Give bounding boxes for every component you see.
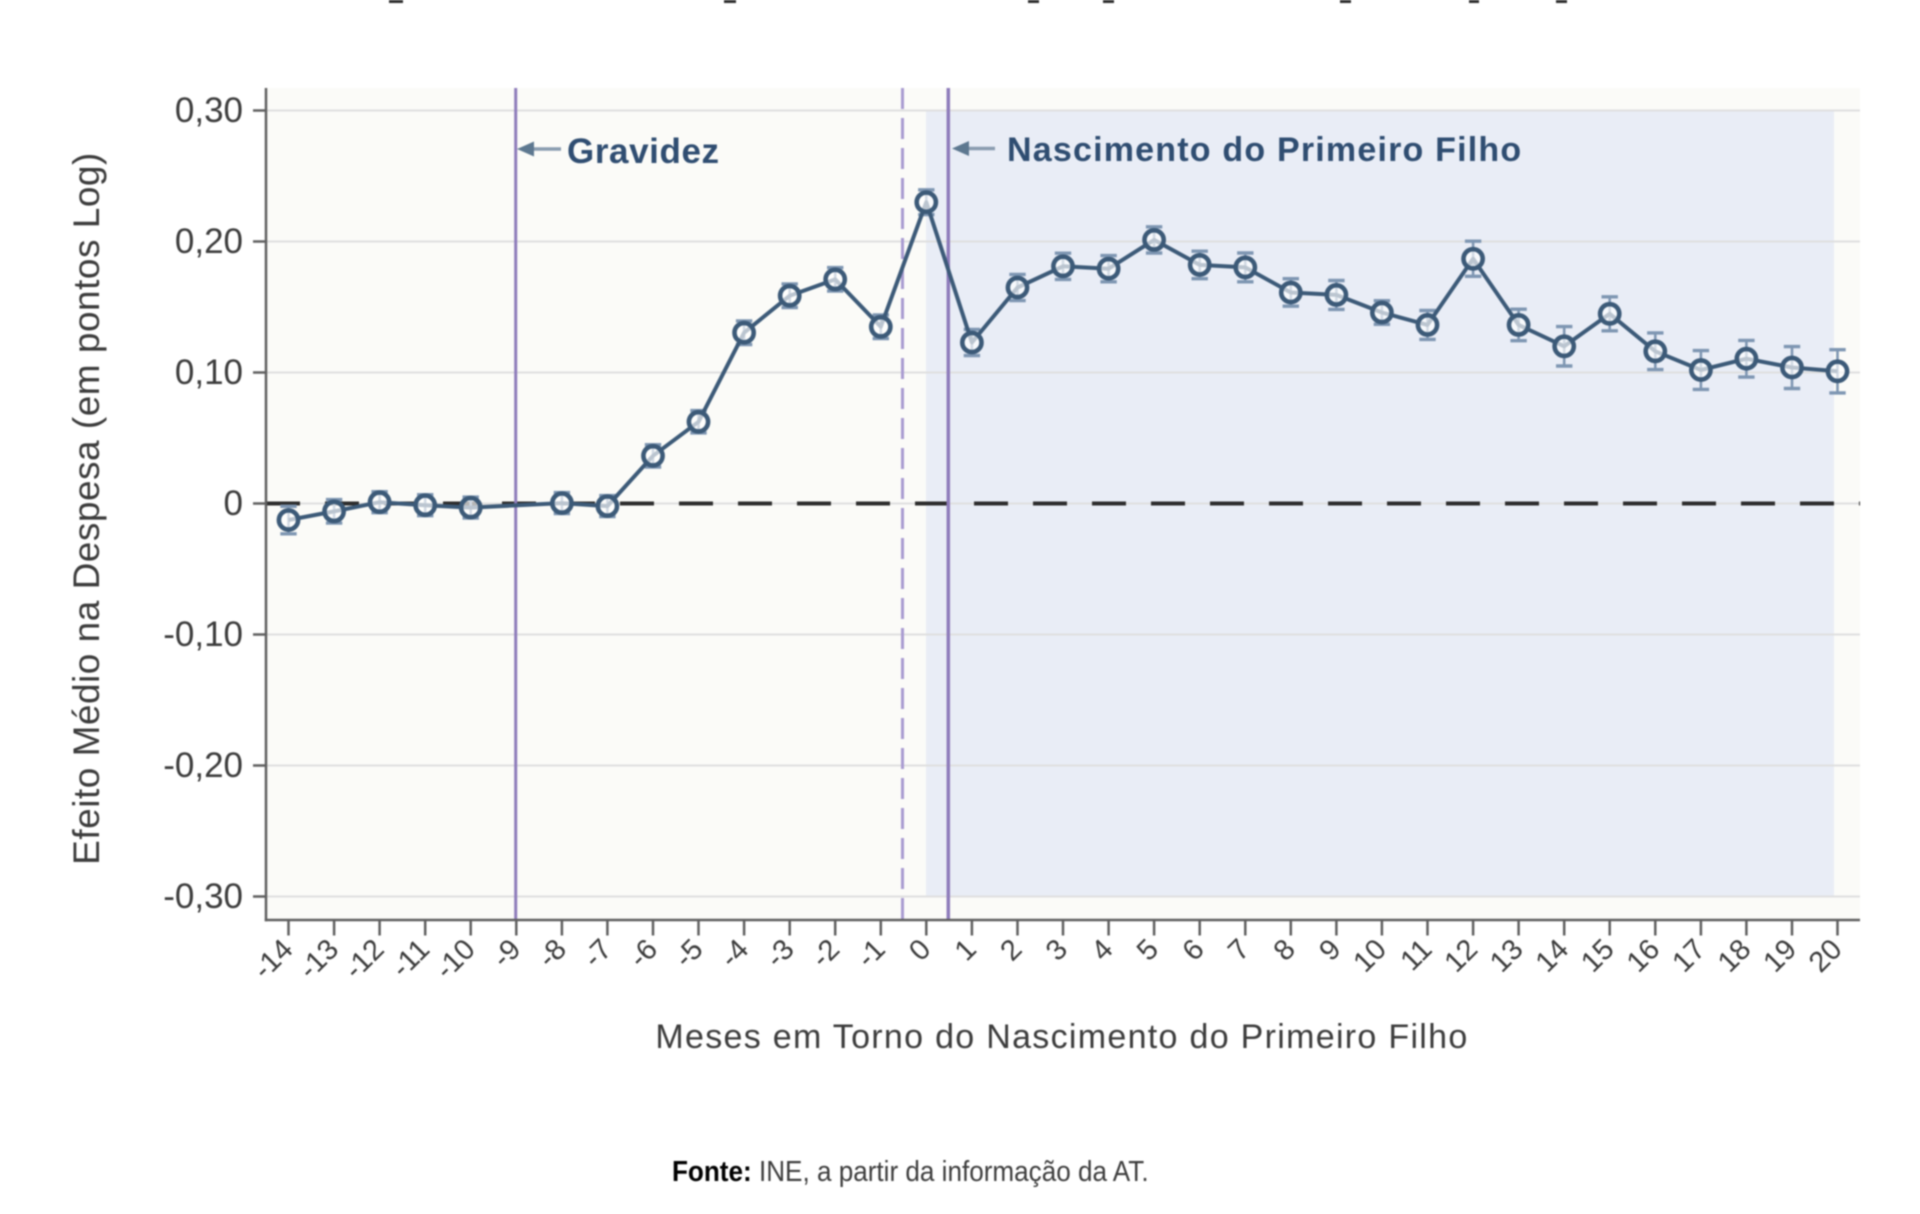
svg-text:Efeito Médio na Despesa (em po: Efeito Médio na Despesa (em pontos Log) [66,152,107,865]
svg-text:Fonte: INE, a partir da inform: Fonte: INE, a partir da informação da AT… [672,1155,1149,1188]
svg-text:0,20: 0,20 [175,222,243,261]
svg-text:-0,30: -0,30 [163,877,243,916]
svg-text:Gravidez: Gravidez [567,132,720,171]
svg-text:0,30: 0,30 [175,91,243,130]
svg-text:Nascimento do Primeiro Filho: Nascimento do Primeiro Filho [1007,131,1522,169]
svg-text:Meses em Torno do Nascimento d: Meses em Torno do Nascimento do Primeiro… [655,1018,1468,1056]
svg-text:0,10: 0,10 [175,353,243,392]
svg-text:-0,20: -0,20 [163,746,243,785]
svg-text:0: 0 [224,484,243,523]
svg-text:-0,10: -0,10 [163,615,243,654]
